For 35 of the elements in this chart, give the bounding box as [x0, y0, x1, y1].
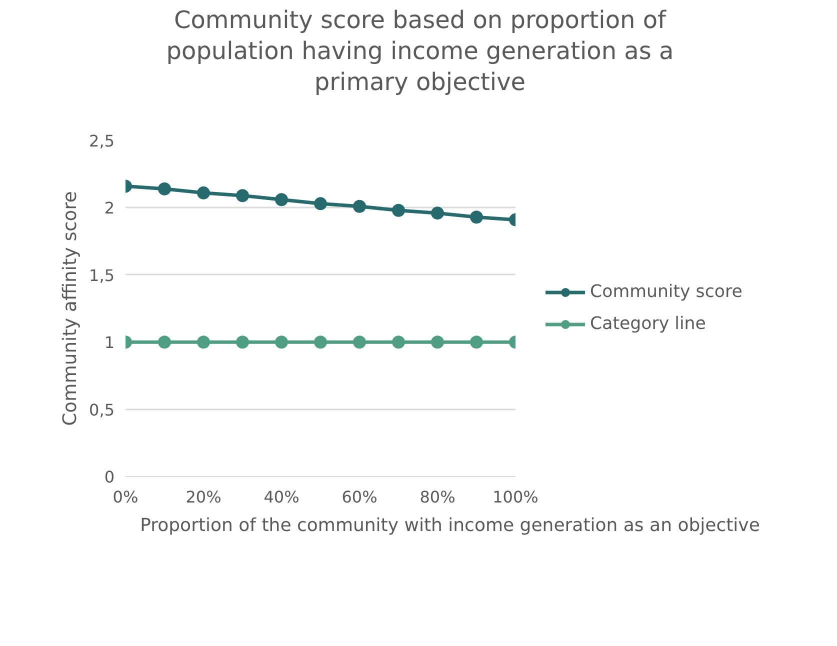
- point: [197, 186, 210, 200]
- y-tick-label: 0: [104, 468, 115, 486]
- point: [197, 336, 210, 349]
- y-tick-label: 2,5: [89, 132, 115, 150]
- point: [392, 336, 405, 349]
- point: [431, 206, 444, 220]
- x-axis-title: Proportion of the community with income generation as an objective: [140, 514, 760, 538]
- x-tick-label: 100%: [492, 488, 538, 506]
- point: [431, 336, 444, 349]
- y-axis-title: Community affinity score: [60, 191, 82, 426]
- point: [236, 336, 249, 349]
- point: [470, 210, 483, 224]
- x-tick-label: 20%: [186, 488, 222, 506]
- x-tick-label: 80%: [420, 488, 456, 506]
- point: [470, 336, 483, 349]
- x-tick-label: 0%: [112, 488, 138, 506]
- point: [353, 336, 366, 349]
- y-tick-label: 1,5: [89, 266, 115, 285]
- chart-title: Community score based on proportion of population having income generation as a primary objective: [165, 5, 675, 98]
- point: [158, 182, 171, 196]
- point: [353, 200, 366, 213]
- y-tick-label: 2: [104, 198, 115, 218]
- point: [158, 336, 171, 349]
- x-tick-label: 40%: [264, 488, 300, 506]
- x-tick-label: 60%: [342, 488, 378, 506]
- point: [392, 204, 405, 217]
- point: [314, 336, 327, 349]
- point: [236, 189, 249, 202]
- point: [275, 336, 288, 349]
- point: [275, 193, 288, 206]
- legend-label: Category line: [590, 314, 706, 334]
- y-tick-label: 0,5: [89, 400, 115, 420]
- point: [314, 197, 327, 210]
- legend-label: Community score: [590, 282, 742, 302]
- y-tick-label: 1: [104, 333, 115, 352]
